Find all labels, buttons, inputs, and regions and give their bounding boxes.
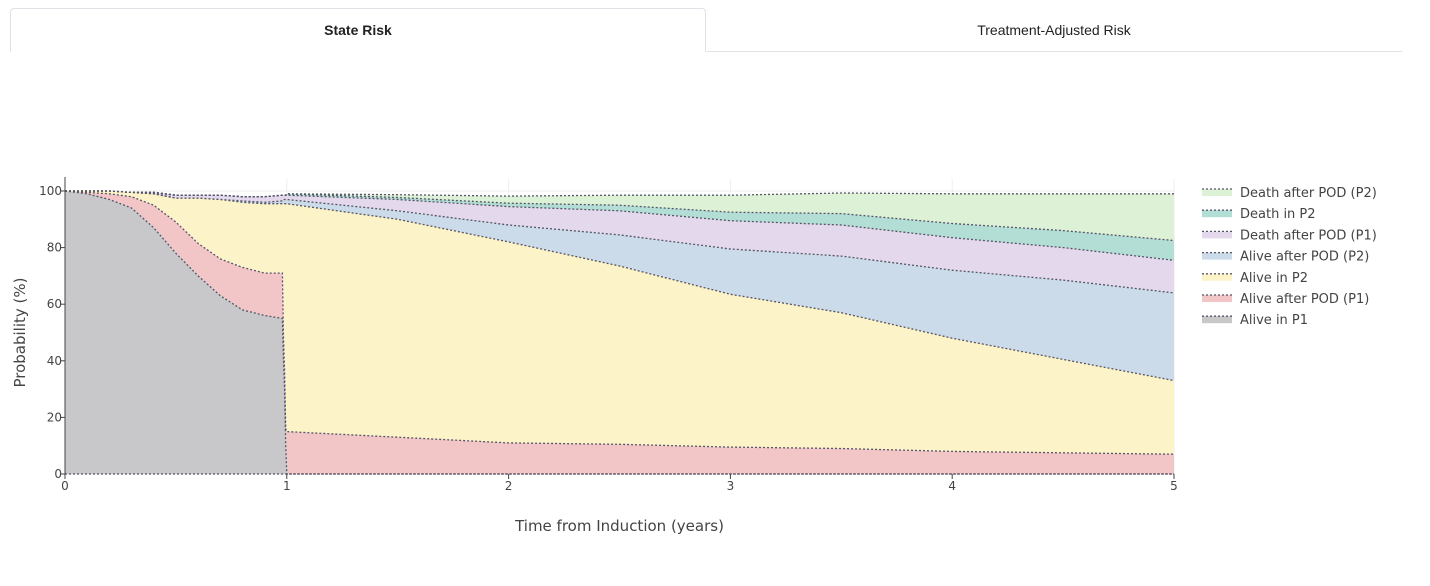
area-boundary-lines (64, 190, 1175, 475)
x-axis-title: Time from Induction (years) (514, 517, 724, 535)
tab-bar-divider (10, 51, 1402, 52)
y-tick-label: 60 (47, 297, 62, 311)
legend-swatch-death-in-p2 (1202, 210, 1232, 218)
legend-swatch-alive-in-p1 (1202, 316, 1232, 324)
legend-label-alive-in-p2: Alive in P2 (1240, 271, 1308, 286)
line-alive-in-p1 (64, 190, 1174, 475)
area-alive-in-p1 (65, 191, 1174, 474)
legend-label-death-after-pod-p1: Death after POD (P1) (1240, 228, 1377, 243)
legend-swatch-death-after-pod-p1 (1202, 231, 1232, 239)
y-tick-label: 100 (39, 184, 62, 198)
y-tick-label: 40 (47, 354, 62, 368)
tab-bar: State Risk Treatment-Adjusted Risk (10, 8, 1402, 52)
area-alive-in-p2 (65, 191, 1174, 455)
legend-label-alive-after-pod-p2: Alive after POD (P2) (1240, 250, 1369, 265)
stacked-areas (65, 191, 1174, 474)
tab-treatment-adjusted-risk[interactable]: Treatment-Adjusted Risk (977, 21, 1131, 38)
x-tick-label: 2 (505, 479, 513, 493)
legend: Death after POD (P2) Death in P2 Death aft… (1202, 186, 1377, 328)
tab-state-risk[interactable]: State Risk (10, 8, 706, 52)
area-death-after-pod-p1 (65, 191, 1174, 293)
x-tick-label: 0 (61, 479, 69, 493)
y-tick-label: 80 (47, 241, 62, 255)
area-death-after-pod-p2 (65, 191, 1174, 241)
x-tick-label: 3 (727, 479, 735, 493)
legend-swatch-alive-after-pod-p1 (1202, 295, 1232, 302)
legend-swatch-alive-after-pod-p2 (1202, 252, 1232, 260)
x-tick-label: 1 (283, 479, 291, 493)
legend-swatch-alive-in-p2 (1202, 273, 1232, 281)
line-death-after-pod-p2 (65, 190, 1174, 198)
y-tick-label: 20 (47, 410, 62, 424)
area-death-in-p2 (65, 191, 1174, 261)
y-axis-title: Probability (%) (11, 277, 29, 387)
area-alive-after-pod-p2 (65, 191, 1174, 381)
legend-label-death-after-pod-p2: Death after POD (P2) (1240, 186, 1377, 201)
x-tick-label: 5 (1170, 479, 1178, 493)
legend-label-alive-after-pod-p1: Alive after POD (P1) (1240, 292, 1369, 307)
y-tick-label: 0 (54, 467, 62, 481)
line-alive-after-pod-p2 (65, 190, 1175, 294)
line-alive-after-pod-p1 (64, 190, 1175, 455)
x-tick-label: 4 (948, 479, 956, 493)
legend-swatch-death-after-pod-p2 (1202, 189, 1232, 196)
axes: 0 1 2 3 4 5 0 20 40 60 80 100 (39, 177, 1178, 493)
legend-label-death-in-p2: Death in P2 (1240, 207, 1316, 222)
legend-label-alive-in-p1: Alive in P1 (1240, 313, 1308, 328)
